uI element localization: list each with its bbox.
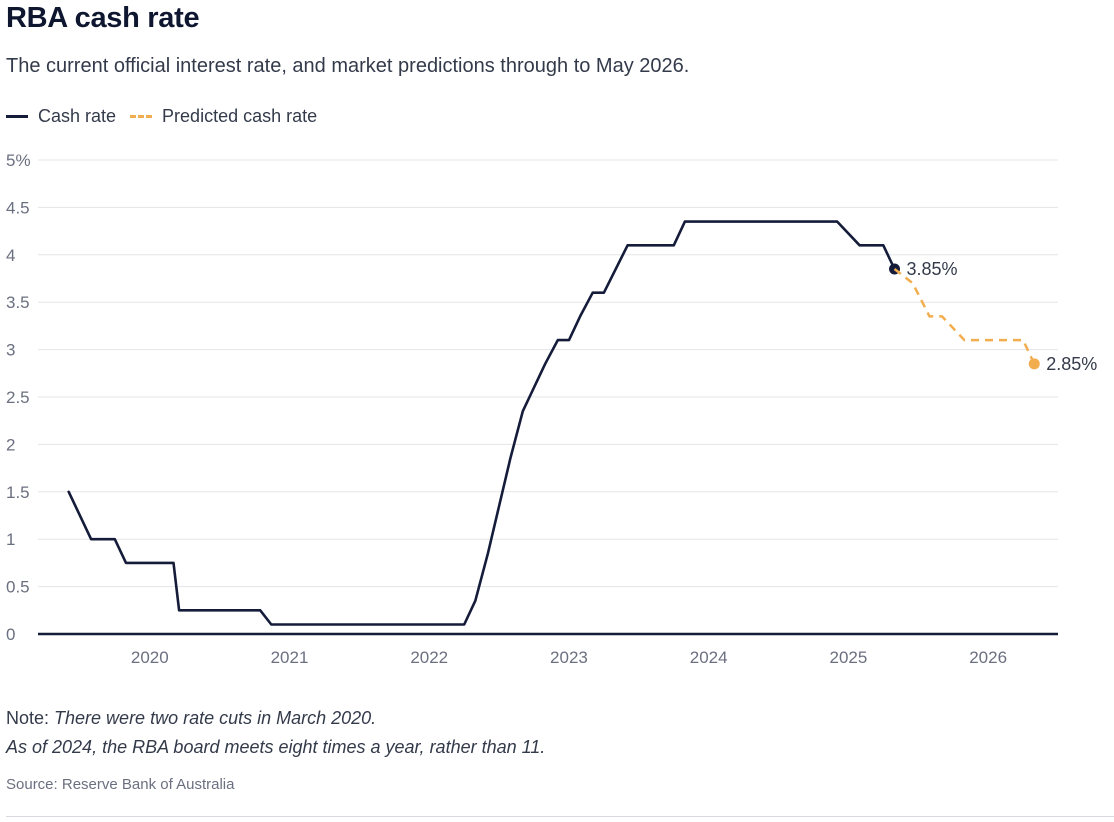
x-tick-label: 2026 xyxy=(969,648,1007,667)
chart-title: RBA cash rate xyxy=(6,2,200,34)
y-tick-label: 1.5 xyxy=(6,483,30,502)
legend-swatch-solid-line xyxy=(6,115,28,118)
note-text-2: As of 2024, the RBA board meets eight ti… xyxy=(6,737,546,757)
x-tick-label: 2020 xyxy=(131,648,169,667)
y-tick-label: 3 xyxy=(6,341,15,360)
y-tick-label: 0.5 xyxy=(6,578,30,597)
note-line-2: As of 2024, the RBA board meets eight ti… xyxy=(6,733,545,762)
chart-source: Source: Reserve Bank of Australia xyxy=(6,776,235,793)
y-tick-label: 2 xyxy=(6,435,15,454)
note-prefix: Note: xyxy=(6,708,55,728)
y-tick-label: 3.5 xyxy=(6,293,30,312)
predicted-end-marker xyxy=(1028,358,1040,370)
predicted-cash-rate-line xyxy=(893,268,1036,365)
grid-layer xyxy=(38,159,1058,588)
predicted-end-label: 2.85% xyxy=(1046,354,1097,374)
x-tick-label: 2022 xyxy=(410,648,448,667)
chart-subtitle: The current official interest rate, and … xyxy=(6,55,690,77)
legend-item-cash-rate: Cash rate xyxy=(6,106,116,127)
line-chart: 00.511.522.533.544.55% 2020 2021 2022 2023 2… xyxy=(6,151,1098,667)
legend-item-predicted-cash-rate: Predicted cash rate xyxy=(130,106,317,127)
x-tick-label: 2021 xyxy=(271,648,309,667)
cash-rate-line xyxy=(67,220,896,626)
legend-label-cash-rate: Cash rate xyxy=(38,106,117,126)
legend-label-predicted-cash-rate: Predicted cash rate xyxy=(162,106,318,126)
series-layer xyxy=(67,220,1040,626)
legend: Cash rate Predicted cash rate xyxy=(6,106,331,127)
y-axis-ticks: 0 0.5 1 1.5 2 2.5 3 3.5 4 4.5 5% xyxy=(6,151,31,644)
y-tick-label: 2.5 xyxy=(6,388,30,407)
legend-swatch-dashed-line xyxy=(130,115,153,118)
y-tick-label: 4.5 xyxy=(6,198,30,217)
footer-divider xyxy=(6,816,1114,817)
cash-rate-end-label: 3.85% xyxy=(907,259,958,279)
x-tick-label: 2024 xyxy=(690,648,728,667)
note-line-1: Note: There were two rate cuts in March … xyxy=(6,704,545,733)
chart-note: Note: There were two rate cuts in March … xyxy=(6,704,545,762)
y-tick-label: 4 xyxy=(6,246,15,265)
end-label-layer: 3.85% 2.85% xyxy=(907,259,1098,374)
x-axis-ticks: 2020 2021 2022 2023 2024 2025 2026 xyxy=(131,648,1007,667)
y-tick-label: 1 xyxy=(6,530,15,549)
x-tick-label: 2023 xyxy=(550,648,588,667)
y-tick-label: 5% xyxy=(6,151,31,170)
x-tick-label: 2025 xyxy=(829,648,867,667)
note-text-1: There were two rate cuts in March 2020. xyxy=(54,708,377,728)
y-tick-label: 0 xyxy=(6,625,15,644)
